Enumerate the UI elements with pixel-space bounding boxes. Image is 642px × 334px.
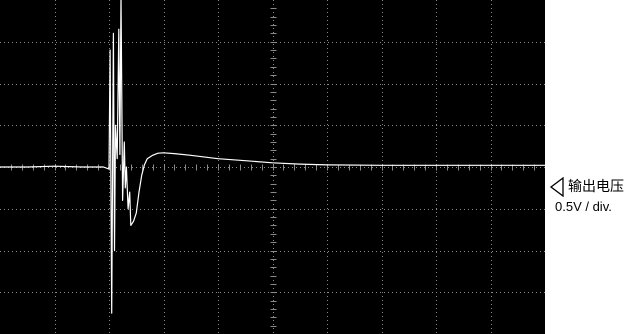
channel-name: 输出电压 <box>568 179 624 195</box>
output-voltage-trace <box>0 0 545 314</box>
channel-label: 输出电压 0.5V / div. <box>549 176 642 220</box>
channel-marker-icon <box>549 177 564 197</box>
channel-scale: 0.5V / div. <box>555 199 612 214</box>
oscilloscope-screen <box>0 0 545 334</box>
